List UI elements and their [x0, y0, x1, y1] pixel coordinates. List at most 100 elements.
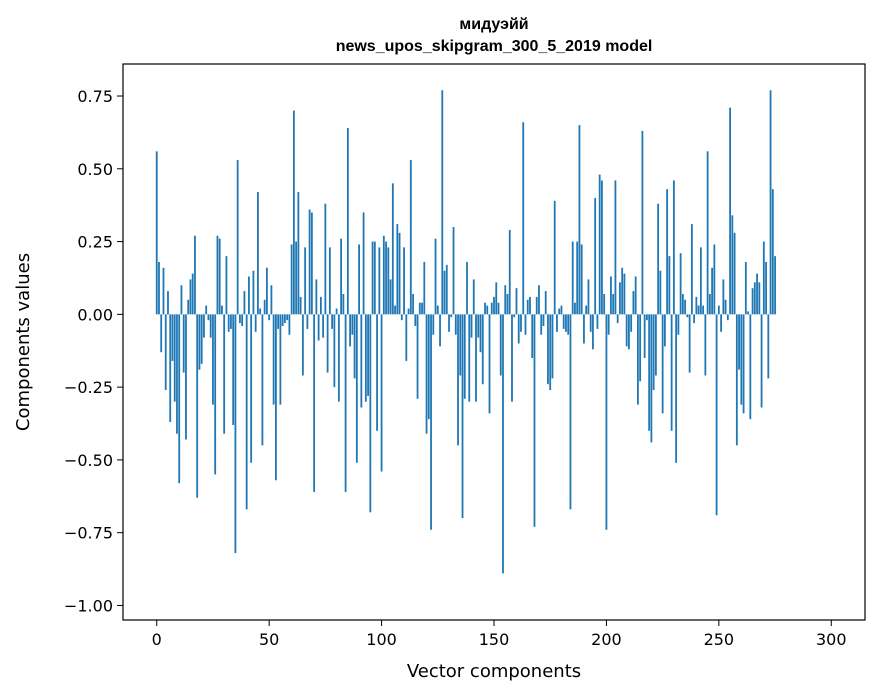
bar [162, 267, 165, 315]
bar [708, 293, 711, 315]
bar [769, 90, 772, 315]
bar [360, 314, 363, 408]
bar [535, 296, 538, 315]
bar [495, 282, 498, 315]
bar [322, 314, 325, 338]
bar [214, 314, 217, 475]
bar [261, 314, 264, 446]
bar [227, 314, 230, 332]
bar [198, 314, 201, 370]
bar [594, 197, 597, 315]
y-tick-label: −1.00 [64, 596, 113, 615]
bar [241, 314, 244, 326]
bar [657, 203, 660, 315]
bar [774, 256, 776, 315]
bar [160, 314, 163, 353]
bar [637, 314, 639, 405]
bar [212, 314, 214, 405]
bar [292, 110, 295, 315]
bar [628, 314, 630, 350]
bar [299, 296, 302, 315]
bar [218, 238, 221, 315]
bar [553, 200, 556, 315]
bar [403, 247, 405, 315]
bar [173, 314, 176, 402]
bar [522, 122, 525, 315]
bar [254, 314, 257, 332]
bar [533, 314, 536, 527]
bar [477, 314, 480, 338]
bar [699, 247, 702, 315]
bar [454, 314, 457, 335]
bar [328, 247, 331, 315]
bar [340, 238, 342, 315]
bar [245, 314, 248, 510]
bar [436, 305, 439, 315]
bar [286, 314, 289, 321]
bar [515, 288, 518, 315]
y-tick-label: −0.75 [64, 524, 113, 543]
bar [194, 235, 196, 315]
bar [317, 314, 320, 341]
bar [308, 209, 311, 315]
bar [753, 282, 756, 315]
bar [310, 212, 313, 315]
bar [659, 270, 662, 315]
bar [236, 160, 239, 315]
bar [364, 314, 367, 402]
bar [479, 314, 482, 353]
bar [484, 302, 486, 315]
bar [596, 314, 599, 329]
bar [679, 253, 682, 315]
bar [182, 314, 185, 373]
bar [670, 314, 673, 431]
y-tick-label: −0.50 [64, 451, 113, 470]
bar [607, 314, 610, 335]
bar [520, 314, 522, 332]
bar [614, 180, 617, 315]
bar [196, 314, 199, 498]
bar [641, 130, 644, 315]
bar [677, 314, 680, 335]
bar [248, 276, 250, 315]
bar [475, 314, 477, 402]
bar [468, 314, 471, 402]
bar [704, 314, 707, 376]
bar [169, 314, 172, 423]
bar [180, 285, 183, 315]
bar [648, 314, 651, 431]
bar [540, 314, 543, 335]
bar [434, 238, 437, 315]
bar [371, 241, 374, 315]
bar [459, 314, 462, 376]
bar [762, 241, 765, 315]
bar [344, 314, 347, 492]
bar [423, 261, 426, 315]
bar [749, 314, 752, 420]
bar [733, 232, 736, 315]
bar [333, 314, 336, 388]
bar [639, 314, 642, 382]
bar [612, 293, 615, 315]
bar [250, 314, 253, 463]
bar [560, 305, 563, 315]
bar [684, 299, 687, 315]
bar [394, 305, 396, 315]
bar [200, 314, 203, 364]
bar [758, 282, 761, 315]
bar [432, 314, 435, 335]
bar [225, 256, 228, 315]
bar [425, 314, 428, 434]
y-tick-label: 0.25 [77, 233, 113, 252]
bar [511, 314, 513, 402]
bar [209, 314, 212, 338]
bar [443, 270, 446, 315]
bar [470, 314, 473, 338]
bar [158, 261, 160, 315]
bar [230, 314, 232, 329]
bar [452, 227, 455, 315]
x-tick-label: 200 [591, 630, 622, 649]
bar [661, 314, 664, 414]
bar [767, 314, 770, 379]
bar [574, 302, 576, 315]
